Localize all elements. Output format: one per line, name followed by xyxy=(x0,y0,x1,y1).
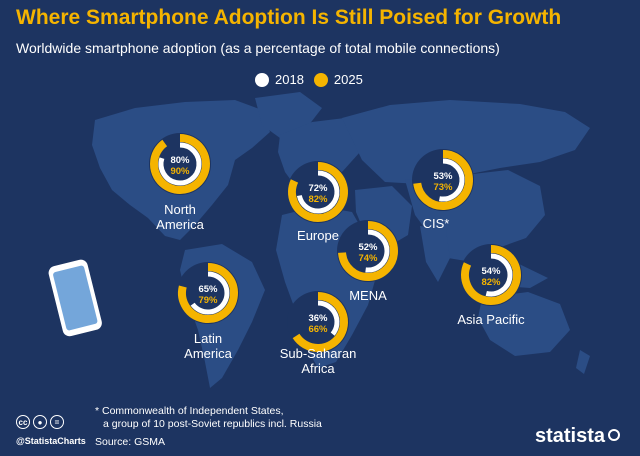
donut-backdrop-sub-saharan-africa xyxy=(287,291,349,353)
region-label-latin-america-1: America xyxy=(184,346,232,361)
value-2025-asia-pacific: 82% xyxy=(481,277,501,288)
map-india xyxy=(420,226,450,282)
value-2018-north-america: 80% xyxy=(170,155,190,166)
legend-swatch-2025 xyxy=(313,72,328,87)
donut-backdrop-cis xyxy=(412,149,474,211)
ring-2018-mena xyxy=(365,229,390,273)
value-2025-sub-saharan-africa: 66% xyxy=(308,324,328,335)
smartphone-illustration xyxy=(48,259,102,337)
ring-2025-mena xyxy=(338,221,398,281)
map-australia xyxy=(478,292,570,356)
chart-subtitle: Worldwide smartphone adoption (as a perc… xyxy=(16,40,500,56)
legend-swatch-2018 xyxy=(255,72,269,87)
donut-backdrop-asia-pacific xyxy=(460,244,522,306)
value-2025-cis: 73% xyxy=(433,182,453,193)
ring-2018-sub-saharan-africa xyxy=(317,300,340,336)
footnote: * Commonwealth of Independent States, a … xyxy=(95,405,415,431)
value-2018-asia-pacific: 54% xyxy=(481,266,501,277)
region-label-sub-saharan-africa-0: Sub-Saharan xyxy=(280,346,357,361)
donut-cis: 53%73% CIS* xyxy=(412,149,474,231)
region-label-latin-america-0: Latin xyxy=(194,331,222,346)
statista-logo[interactable]: statista xyxy=(535,425,620,448)
donut-backdrop-latin-america xyxy=(177,262,239,324)
region-label-asia-pacific-0: Asia Pacific xyxy=(457,312,525,327)
donut-backdrop-mena xyxy=(337,220,399,282)
legend-item-2025: 2025 xyxy=(313,72,363,87)
value-2018-europe: 72% xyxy=(308,183,328,194)
ring-2025-cis xyxy=(413,150,473,210)
legend-label-2025: 2025 xyxy=(333,72,363,87)
ring-2025-north-america xyxy=(150,134,210,194)
nd-icon: = xyxy=(50,415,64,429)
region-label-north-america-0: North xyxy=(164,202,196,217)
ring-2018-cis xyxy=(438,158,465,202)
source-note: Source: GSMA xyxy=(95,436,166,448)
ring-2025-europe xyxy=(288,162,348,222)
value-2025-north-america: 90% xyxy=(170,166,190,177)
value-2025-latin-america: 79% xyxy=(198,295,218,306)
ring-2025-latin-america xyxy=(178,263,238,323)
legend-label-2018: 2018 xyxy=(275,72,304,87)
social-handle: @StatistaCharts xyxy=(16,436,86,446)
ring-2018-north-america xyxy=(158,142,202,186)
value-2018-mena: 52% xyxy=(358,242,378,253)
donut-mena: 52%74% MENA xyxy=(337,220,399,303)
ring-2025-sub-saharan-africa xyxy=(292,292,348,352)
ring-2018-europe xyxy=(296,170,340,214)
donut-asia-pacific: 54%82% Asia Pacific xyxy=(457,244,525,327)
map-new-zealand xyxy=(576,350,590,374)
value-2018-latin-america: 65% xyxy=(198,284,218,295)
legend: 2018 2025 xyxy=(255,72,363,87)
footnote-line-2: a group of 10 post-Soviet republics incl… xyxy=(103,418,322,430)
phone-screen xyxy=(53,265,98,331)
donut-backdrop-north-america xyxy=(149,133,211,195)
donut-backdrop-europe xyxy=(287,161,349,223)
legend-item-2018: 2018 xyxy=(255,72,304,87)
donut-europe: 72%82% Europe xyxy=(287,161,349,243)
cc-icon: cc xyxy=(16,415,30,429)
region-label-cis-0: CIS* xyxy=(423,216,450,231)
chart-title: Where Smartphone Adoption Is Still Poise… xyxy=(16,6,562,29)
ring-2018-latin-america xyxy=(190,271,230,315)
ring-2025-asia-pacific xyxy=(461,245,521,305)
donut-charts: 80%90%NorthAmerica72%82%Europe53%73%CIS*… xyxy=(149,133,525,376)
value-2018-sub-saharan-africa: 36% xyxy=(308,313,328,324)
ring-2018-asia-pacific xyxy=(485,253,513,297)
license-icons: cc ● = xyxy=(16,415,64,429)
by-icon: ● xyxy=(33,415,47,429)
region-label-mena-0: MENA xyxy=(349,288,387,303)
statista-logo-icon xyxy=(608,428,620,441)
region-label-europe-0: Europe xyxy=(297,228,339,243)
region-label-sub-saharan-africa-1: Africa xyxy=(301,361,335,376)
footnote-line-1: * Commonwealth of Independent States, xyxy=(95,405,284,417)
value-2018-cis: 53% xyxy=(433,171,453,182)
region-label-north-america-1: America xyxy=(156,217,204,232)
brand-label: statista xyxy=(534,425,605,447)
map-russia xyxy=(342,100,590,184)
value-2025-europe: 82% xyxy=(308,194,328,205)
value-2025-mena: 74% xyxy=(358,253,378,264)
